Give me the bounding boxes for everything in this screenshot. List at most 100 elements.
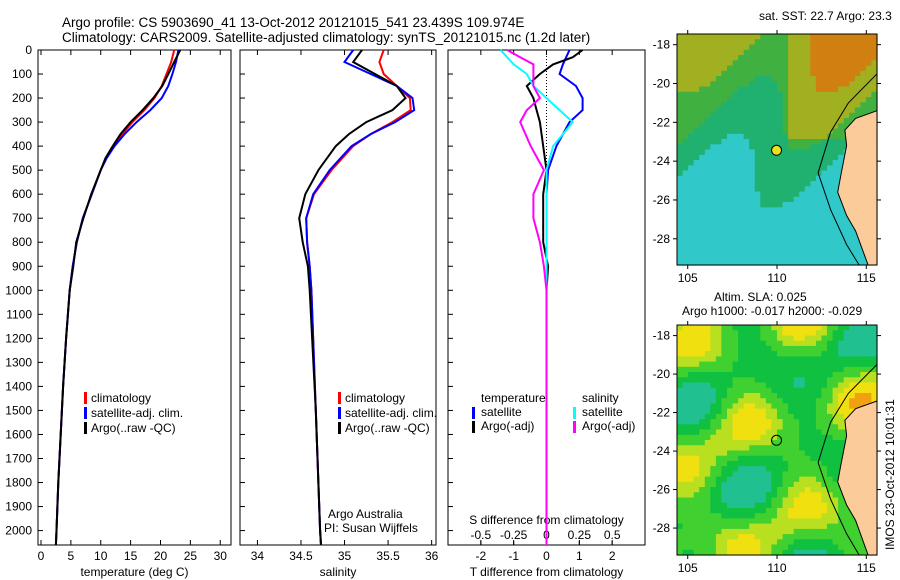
map-cell — [699, 419, 706, 425]
map-cell — [788, 434, 795, 441]
map-cell — [788, 544, 795, 551]
map-cell — [704, 76, 711, 82]
map-cell — [760, 233, 767, 240]
map-cell — [793, 202, 800, 208]
map-cell — [688, 259, 695, 266]
map-cell — [832, 366, 839, 373]
map-cell — [793, 351, 800, 357]
map-cell — [710, 202, 717, 208]
map-cell — [771, 492, 778, 499]
map-cell — [693, 170, 700, 177]
map-cell — [704, 191, 711, 198]
map-cell — [838, 492, 845, 499]
map-cell — [843, 44, 850, 51]
map-cell — [743, 154, 750, 161]
map-cell — [804, 149, 811, 156]
map-cell — [699, 123, 706, 130]
map-cell — [771, 466, 778, 472]
map-cell — [732, 513, 739, 519]
map-cell — [710, 139, 717, 145]
map-cell — [682, 244, 689, 250]
map-cell — [777, 181, 784, 187]
map-cell — [765, 55, 773, 61]
map-cell — [799, 244, 806, 250]
map-cell — [677, 539, 684, 546]
map-cell — [793, 249, 800, 256]
map-cell — [854, 112, 861, 119]
map-cell — [815, 154, 823, 161]
map-cell — [677, 419, 684, 425]
map-cell — [677, 330, 684, 336]
map-cell — [832, 513, 839, 519]
map-cell — [749, 81, 756, 88]
map-cell — [815, 502, 823, 509]
map-cell — [682, 518, 689, 525]
map-cell — [732, 497, 739, 504]
map-cell — [710, 492, 717, 499]
map-cell — [677, 81, 684, 88]
map-cell — [815, 238, 823, 245]
x-tick-label: 30 — [214, 549, 228, 563]
map-cell — [860, 377, 867, 384]
map-cell — [821, 86, 828, 93]
map-cell — [704, 345, 711, 352]
map-cell — [732, 86, 739, 93]
map-cell — [732, 335, 739, 342]
map-cell — [710, 118, 717, 124]
map-cell — [838, 49, 845, 56]
map-cell — [754, 544, 761, 551]
map-cell — [715, 81, 723, 88]
map-cell — [804, 393, 811, 399]
map-cell — [721, 366, 728, 373]
map-cell — [682, 202, 689, 208]
map-cell — [871, 325, 878, 331]
y-tick-label: 500 — [12, 163, 32, 177]
map-cell — [754, 244, 761, 250]
map-cell — [815, 497, 823, 504]
map-cell — [771, 382, 778, 389]
map-cell — [688, 403, 695, 410]
map-cell — [677, 44, 684, 51]
map-cell — [838, 91, 845, 98]
map-cell — [865, 39, 873, 46]
map-cell — [821, 186, 828, 193]
map-cell — [838, 228, 845, 235]
map-cell — [782, 528, 789, 535]
map-cell — [815, 202, 823, 208]
map-cell — [749, 233, 756, 240]
map-cell — [777, 65, 784, 72]
map-cell — [832, 39, 839, 46]
map-cell — [771, 450, 778, 457]
map-cell — [693, 398, 700, 404]
map-cell — [727, 523, 734, 530]
map-cell — [832, 440, 839, 446]
map-cell — [843, 518, 850, 525]
map-cell — [677, 102, 684, 109]
map-cell — [854, 65, 861, 72]
map-cell — [832, 249, 839, 256]
map-cell — [788, 254, 795, 261]
map-cell — [793, 502, 800, 509]
map-cell — [710, 223, 717, 229]
map-cell — [815, 466, 823, 472]
map-cell — [749, 217, 756, 224]
map-cell — [810, 81, 817, 88]
map-cell — [799, 419, 806, 425]
map-cell — [860, 351, 867, 357]
map-cell — [765, 202, 773, 208]
map-cell — [754, 361, 761, 368]
map-cell — [732, 372, 739, 378]
map-cell — [677, 39, 684, 46]
map-cell — [771, 534, 778, 540]
map-cell — [682, 497, 689, 504]
map-cell — [810, 382, 817, 389]
map-cell — [788, 429, 795, 436]
map-cell — [732, 144, 739, 151]
map-cell — [810, 335, 817, 342]
lat-tick-label: -18 — [653, 329, 671, 343]
map-cell — [682, 44, 689, 51]
map-cell — [849, 118, 856, 124]
map-cell — [677, 393, 684, 399]
map-cell — [743, 549, 750, 556]
map-cell — [782, 492, 789, 499]
